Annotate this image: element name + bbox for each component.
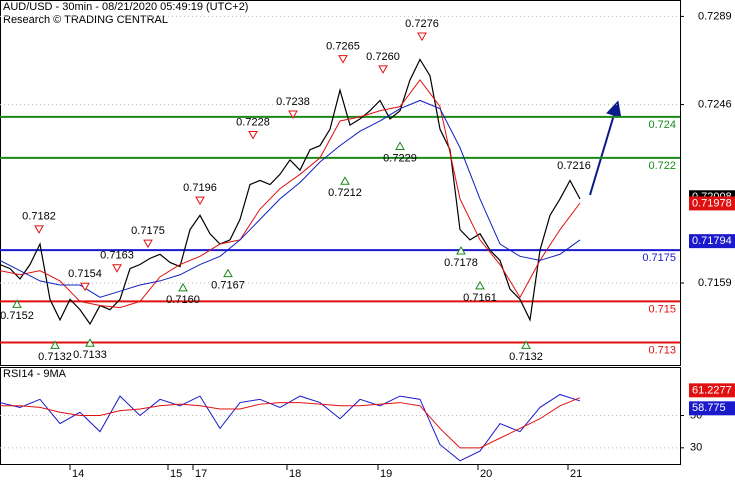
level-label: 0.715 — [648, 303, 676, 315]
low-label: 0.7132 — [509, 351, 543, 363]
low-label: 0.7152 — [0, 310, 34, 322]
high-label: 0.7276 — [405, 18, 439, 30]
projection-arrow — [589, 100, 622, 196]
series-line — [0, 397, 581, 449]
high-marker — [378, 65, 388, 74]
high-marker — [143, 239, 153, 249]
low-marker — [85, 338, 95, 347]
high-marker — [195, 196, 205, 206]
rsi-tag — [689, 401, 735, 416]
low-marker — [521, 340, 531, 349]
high-label: 0.7196 — [183, 182, 217, 194]
high-marker — [80, 282, 90, 292]
series-line — [0, 79, 581, 309]
rsi-tag-label: 61.2277 — [692, 384, 732, 396]
high-marker — [338, 55, 348, 64]
x-tick-label: 19 — [380, 468, 392, 480]
high-marker — [248, 130, 258, 140]
chart-title: AUD/USD - 30min - 08/21/2020 05:49:19 (U… — [3, 1, 248, 13]
level-label: 0.7175 — [642, 252, 676, 264]
low-marker — [475, 280, 485, 290]
price-tag — [689, 234, 735, 249]
high-marker — [112, 264, 122, 273]
high-label: 0.7238 — [276, 96, 310, 108]
low-marker — [12, 299, 22, 308]
low-label: 0.7178 — [444, 257, 478, 269]
high-label: 0.7260 — [366, 51, 400, 63]
low-label: 0.7160 — [166, 294, 200, 306]
series-line — [0, 99, 581, 298]
price-tag — [689, 196, 735, 211]
low-label: 0.7133 — [73, 349, 107, 361]
low-label: 0.7167 — [211, 279, 245, 291]
high-label: 0.7182 — [22, 211, 56, 223]
high-label: 0.7175 — [131, 225, 165, 237]
x-tick-label: 20 — [480, 468, 492, 480]
level-label: 0.722 — [648, 160, 676, 172]
low-label: 0.7212 — [328, 187, 362, 199]
low-label: 0.7161 — [463, 292, 497, 304]
low-label: 0.7132 — [38, 351, 72, 363]
rsi-tag-label: 58.775 — [692, 402, 726, 414]
price-tag-label: 0.71794 — [692, 235, 732, 247]
chart-subtitle: Research © TRADING CENTRAL — [3, 14, 168, 26]
high-label: 0.7163 — [100, 250, 134, 262]
low-marker — [395, 141, 405, 150]
low-marker — [223, 268, 233, 278]
rsi-tick-label: 30 — [690, 442, 702, 454]
x-tick-label: 15 — [170, 468, 182, 480]
y-tick-label: 0.7289 — [698, 10, 732, 22]
low-label: 0.7229 — [383, 152, 417, 164]
x-tick-label: 18 — [289, 468, 301, 480]
high-marker — [288, 110, 298, 119]
x-tick-label: 21 — [570, 468, 582, 480]
high-marker — [417, 32, 427, 42]
y-tick-label: 0.7246 — [698, 98, 732, 110]
low-marker — [456, 246, 466, 255]
high-label: 0.7265 — [326, 41, 360, 53]
price-tag-label: 0.71978 — [692, 197, 732, 209]
low-marker — [178, 282, 188, 292]
x-tick-label: 17 — [195, 468, 207, 480]
rsi-label: RSI14 - 9MA — [3, 368, 67, 380]
price-panel — [0, 0, 681, 366]
high-marker — [34, 225, 44, 234]
series-line — [0, 58, 581, 326]
level-label: 0.724 — [648, 119, 676, 131]
low-marker — [50, 340, 60, 349]
level-label: 0.713 — [648, 344, 676, 356]
rsi-tag — [689, 383, 735, 398]
y-tick-label: 0.7159 — [698, 277, 732, 289]
low-marker — [340, 176, 350, 185]
note-label: 0.7216 — [557, 160, 591, 172]
high-label: 0.7228 — [236, 116, 270, 128]
x-tick-label: 14 — [72, 468, 84, 480]
high-label: 0.7154 — [68, 268, 102, 280]
